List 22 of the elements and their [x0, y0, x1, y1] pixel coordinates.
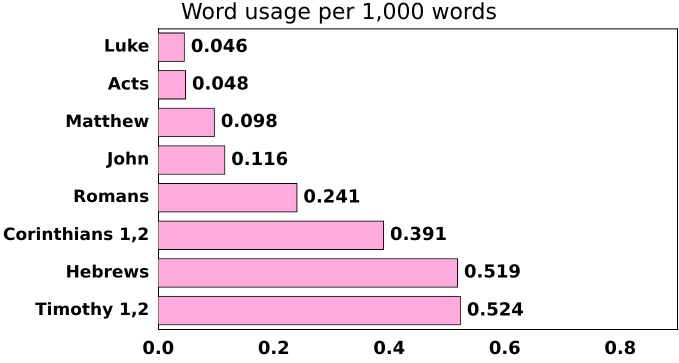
- data-label: 0.048: [192, 74, 249, 95]
- x-tick-label: 0.0: [142, 338, 174, 359]
- data-label: 0.098: [220, 111, 278, 132]
- data-label: 0.391: [390, 224, 447, 246]
- data-label: 0.241: [303, 186, 360, 208]
- chart-title: Word usage per 1,000 words: [181, 0, 497, 25]
- y-tick-label: Timothy 1,2: [35, 300, 150, 320]
- data-label: 0.519: [464, 262, 521, 283]
- y-tick-label: Matthew: [65, 112, 150, 132]
- y-tick-label: John: [106, 150, 150, 170]
- x-tick-label: 0.4: [373, 338, 406, 359]
- data-label: 0.116: [231, 148, 288, 170]
- x-tick-label: 0.6: [488, 338, 521, 359]
- y-tick-label: Hebrews: [66, 262, 150, 282]
- x-tick-label: 0.8: [604, 338, 636, 359]
- y-tick-label: Corinthians 1,2: [2, 224, 150, 245]
- y-tick-label: Luke: [104, 36, 150, 57]
- data-label: 0.046: [190, 36, 248, 57]
- y-tick-label: Acts: [108, 74, 150, 94]
- y-tick-label: Romans: [73, 187, 150, 208]
- data-label: 0.524: [466, 299, 524, 320]
- x-tick-label: 0.2: [258, 338, 290, 359]
